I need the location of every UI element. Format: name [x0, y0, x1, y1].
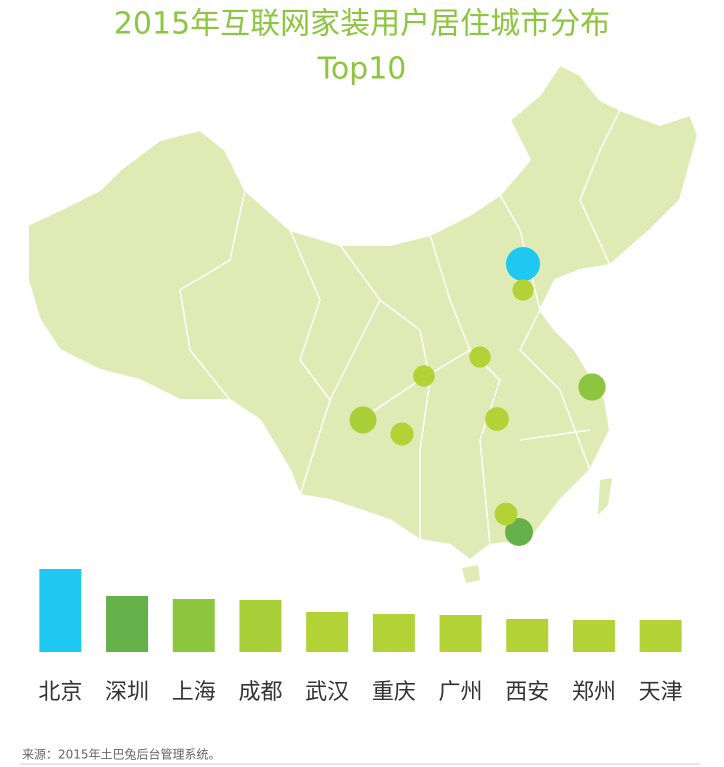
x-tick-label: 上海 [172, 680, 216, 705]
map [27, 63, 700, 583]
bar [572, 620, 615, 652]
city-dot [469, 346, 491, 368]
city-dot [413, 365, 435, 387]
city-dot [349, 406, 377, 434]
source-note: 来源：2015年土巴兔后台管理系统。 [22, 747, 221, 762]
x-tick-label: 北京 [38, 680, 82, 705]
city-dot [485, 407, 509, 431]
map-outline [27, 63, 700, 562]
bar [439, 615, 482, 652]
x-tick-label: 西安 [505, 680, 549, 705]
bar [306, 612, 349, 652]
chart-subtitle: Top10 [317, 52, 407, 87]
city-dot [512, 279, 534, 301]
bar [506, 619, 549, 652]
city-dot [578, 373, 606, 401]
x-tick-label: 武汉 [305, 680, 349, 705]
map-island [598, 478, 612, 515]
city-dot [505, 246, 541, 282]
bar [39, 569, 82, 652]
bar [239, 600, 282, 652]
chart-title: 2015年互联网家装用户居住城市分布 [114, 7, 610, 42]
bar [372, 614, 415, 652]
city-dot [505, 518, 533, 546]
x-tick-label: 天津 [639, 680, 683, 705]
x-tick-label: 深圳 [105, 680, 149, 705]
x-tick-label: 重庆 [372, 680, 416, 705]
x-tick-label: 广州 [439, 680, 483, 705]
x-tick-label: 郑州 [572, 680, 616, 705]
x-tick-label: 成都 [238, 680, 282, 705]
city-dot [390, 422, 414, 446]
city-dot [494, 502, 518, 526]
map-island [462, 565, 480, 583]
bar [639, 620, 682, 652]
bar [172, 599, 215, 652]
bar [106, 596, 149, 652]
